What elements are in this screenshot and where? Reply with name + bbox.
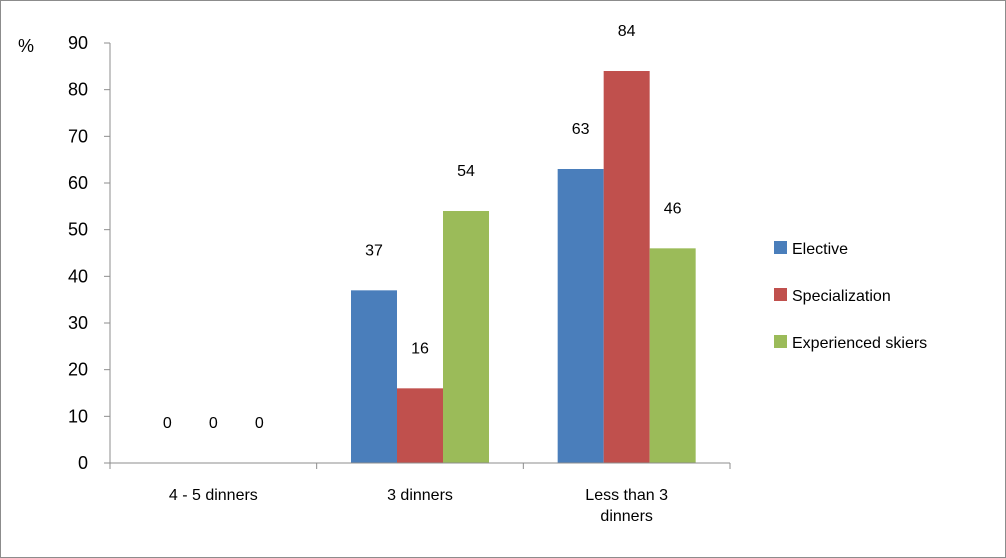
data-label: 37 [365, 242, 383, 259]
data-label: 0 [209, 415, 218, 432]
legend-label: Experienced skiers [792, 335, 927, 352]
data-label: 46 [664, 200, 682, 217]
y-tick-label: 60 [68, 173, 88, 193]
y-tick-label: 0 [78, 453, 88, 473]
x-tick-label: Less than 3 dinners [585, 487, 668, 525]
data-label: 84 [618, 23, 636, 40]
y-unit-label: % [18, 36, 34, 56]
bar [603, 71, 650, 463]
bar [351, 290, 397, 463]
legend-swatch [774, 288, 787, 301]
legend-swatch [774, 241, 787, 254]
y-tick-label: 70 [68, 126, 88, 146]
legend-label: Elective [792, 241, 848, 258]
data-label: 63 [572, 121, 590, 138]
y-tick-label: 80 [68, 80, 88, 100]
legend-label: Specialization [792, 288, 891, 305]
data-label: 0 [163, 415, 172, 432]
x-tick-label: 4 - 5 dinners [169, 487, 258, 504]
bar [649, 248, 696, 463]
y-tick-label: 20 [68, 360, 88, 380]
bar [443, 211, 489, 463]
bar [557, 169, 604, 463]
data-label: 16 [411, 340, 429, 357]
y-tick-label: 10 [68, 406, 88, 426]
data-label: 54 [457, 163, 475, 180]
y-tick-label: 90 [68, 33, 88, 53]
bar [397, 388, 443, 463]
y-tick-label: 50 [68, 220, 88, 240]
x-tick-label: 3 dinners [387, 487, 453, 504]
y-tick-label: 40 [68, 266, 88, 286]
y-tick-label: 30 [68, 313, 88, 333]
data-label: 0 [255, 415, 264, 432]
legend-swatch [774, 335, 787, 348]
